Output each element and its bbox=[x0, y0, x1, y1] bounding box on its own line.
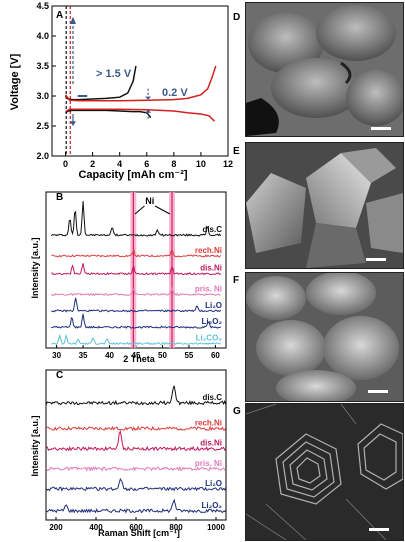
sem-image-g: G bbox=[245, 403, 404, 541]
panel-a-letter: A bbox=[56, 10, 63, 21]
sem-image-d: D bbox=[245, 2, 404, 137]
panel-b-xtick-label: 55 bbox=[184, 351, 193, 360]
panel-b-spectrum-1 bbox=[51, 248, 222, 258]
panel-c-spectrum-0 bbox=[45, 385, 227, 406]
panel-c-ylabel: Intensity [a.u.] bbox=[30, 415, 40, 476]
panel-c-plot: 200 400 600 800 1000 dis.C rech.Ni dis.Ni pris. … bbox=[45, 369, 227, 532]
panel-c-series-label: pris. Ni bbox=[195, 459, 222, 468]
panel-b-xrd-chart: B 30 35 40 45 50 55 60 dis.C rech.Ni dis.Ni pris. … bbox=[30, 191, 227, 364]
panel-c-series-label: Li₂O bbox=[205, 479, 222, 488]
panel-b-series-label: dis.C bbox=[202, 225, 222, 234]
panel-c-spectrum-3 bbox=[45, 465, 226, 472]
panel-c-raman-chart: C 200 400 600 800 1000 dis.C rech.Ni dis.Ni pris… bbox=[30, 369, 227, 538]
panel-c-letter: C bbox=[56, 370, 63, 381]
panel-a-xtick-label: 4 bbox=[117, 159, 122, 169]
panel-c-xlabel: Raman Shift [cm⁻¹] bbox=[98, 528, 180, 538]
panel-a-ytick-label: 4.5 bbox=[36, 1, 49, 11]
panel-a-ytick-label: 2.0 bbox=[36, 151, 49, 161]
panel-b-plot: 30 35 40 45 50 55 60 dis.C rech.Ni dis.Ni pris. Ni… bbox=[45, 191, 227, 360]
panel-c-series-label: rech.Ni bbox=[195, 419, 222, 428]
panel-c-spectrum-1 bbox=[46, 425, 227, 432]
panel-a-ytick-label: 2.5 bbox=[36, 121, 49, 131]
panel-c-xtick-label: 600 bbox=[129, 523, 143, 532]
panel-c-frame bbox=[45, 369, 227, 521]
panel-a-xtick-label: 8 bbox=[171, 159, 176, 169]
panel-b-xtick-label: 60 bbox=[211, 351, 220, 360]
panel-a-series-1 bbox=[64, 65, 137, 101]
panel-a-xtick-label: 2 bbox=[90, 159, 95, 169]
sem-texture-e bbox=[246, 143, 403, 268]
panel-a-voltage-chart: A 0 2 4 6 8 10 12 2.0 2.5 3.0 3.5 4.0 4.5 > 1.5 V 0.… bbox=[9, 1, 233, 181]
panel-b-xtick-label: 40 bbox=[105, 351, 114, 360]
sem-letter-e: E bbox=[233, 146, 240, 157]
panel-c-series-label: dis.Ni bbox=[200, 439, 222, 448]
arrow-0-2v-top-head bbox=[145, 96, 152, 100]
panel-a-ytick-label: 3.0 bbox=[36, 91, 49, 101]
panel-a-frame bbox=[51, 5, 229, 157]
panel-a-xtick-label: 6 bbox=[144, 159, 149, 169]
sem-texture-d bbox=[246, 3, 403, 136]
panel-a-xtick-label: 10 bbox=[196, 159, 206, 169]
panel-c-spectrum-5 bbox=[45, 498, 227, 514]
panel-b-xlabel: 2 Theta bbox=[123, 354, 156, 364]
panel-a-ytick-label: 4.0 bbox=[36, 31, 49, 41]
panel-c-series-label: Li₂O₂ bbox=[202, 501, 223, 510]
arrow-0-2v-bottom-head bbox=[145, 109, 152, 113]
sem-letter-f: F bbox=[233, 275, 240, 286]
arrow-1-5v-up-head bbox=[69, 16, 76, 24]
panel-b-series-label: rech.Ni bbox=[195, 246, 222, 255]
panel-b-ni-label: Ni bbox=[145, 196, 154, 206]
annotation-1-5v: > 1.5 V bbox=[96, 68, 132, 80]
panel-b-series-label: pris. Ni bbox=[195, 285, 222, 294]
panel-c-xtick-label: 400 bbox=[89, 523, 103, 532]
panel-b-spectrum-6 bbox=[51, 333, 221, 346]
panel-a-ytick-label: 3.5 bbox=[36, 61, 49, 71]
panel-b-series-label: dis.Ni bbox=[200, 264, 222, 273]
panel-b-series-label: Li₂CO₃ bbox=[196, 334, 223, 343]
panel-a-xlabel: Capacity [mAh cm⁻²] bbox=[78, 169, 187, 181]
panel-b-spectrum-2 bbox=[51, 263, 221, 276]
panel-b-ni-pointer-left bbox=[134, 205, 145, 215]
panel-b-spectrum-4 bbox=[51, 297, 222, 313]
sem-texture-g bbox=[246, 404, 403, 540]
sem-letter-g: G bbox=[233, 406, 241, 417]
panel-c-xtick-label: 1000 bbox=[207, 523, 225, 532]
panel-b-letter: B bbox=[56, 192, 63, 203]
panel-a-xtick-label: 12 bbox=[223, 159, 233, 169]
panel-b-xtick-label: 50 bbox=[158, 351, 167, 360]
panel-a-plot: 0 2 4 6 8 10 12 2.0 2.5 3.0 3.5 4.0 4.5 bbox=[36, 1, 233, 169]
panel-b-spectrum-5 bbox=[51, 313, 221, 329]
panel-b-xtick-label: 35 bbox=[79, 351, 88, 360]
panel-c-series-label: dis.C bbox=[202, 393, 222, 402]
panel-c-xtick-label: 200 bbox=[49, 523, 63, 532]
panel-b-series-label: Li₂O bbox=[205, 301, 222, 310]
panel-a-annotations: > 1.5 V 0.2 V bbox=[96, 68, 188, 99]
panel-c-xtick-label: 800 bbox=[169, 523, 183, 532]
arrow-1-5v-down-head bbox=[69, 121, 76, 126]
panel-b-xtick-label: 30 bbox=[52, 351, 61, 360]
sem-letter-d: D bbox=[233, 12, 241, 23]
panel-c-spectrum-2 bbox=[45, 430, 227, 452]
panel-a-series-3 bbox=[64, 65, 217, 102]
panel-c-spectrum-4 bbox=[45, 477, 227, 492]
sem-texture-f bbox=[246, 273, 403, 401]
sem-image-e: E bbox=[245, 142, 404, 269]
panel-b-spectrum-0 bbox=[50, 201, 222, 237]
panel-a-series-0 bbox=[65, 109, 152, 119]
panel-b-series-label: Li₂O₂ bbox=[202, 317, 223, 326]
annotation-0-2v: 0.2 V bbox=[162, 87, 188, 99]
sem-image-f: F bbox=[245, 272, 404, 402]
panel-a-series-2 bbox=[65, 108, 216, 122]
panel-b-xtick-label: 45 bbox=[132, 351, 141, 360]
panel-a-xtick-label: 0 bbox=[63, 159, 68, 169]
panel-b-spectrum-3 bbox=[50, 286, 221, 297]
panel-b-ni-pointer-right bbox=[154, 205, 171, 215]
panel-b-ylabel: Intensity [a.u.] bbox=[30, 237, 40, 298]
panel-a-ylabel: Voltage [V] bbox=[9, 53, 21, 110]
